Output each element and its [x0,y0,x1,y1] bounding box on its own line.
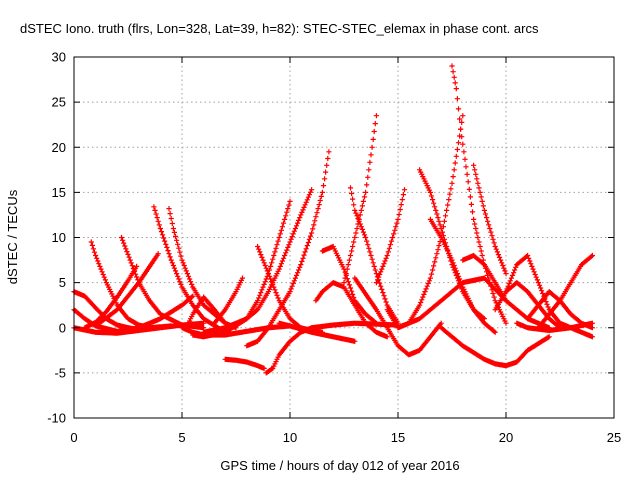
y-tick-label: -5 [54,365,66,380]
x-axis-label: GPS time / hours of day 012 of year 2016 [220,458,459,473]
y-tick-label: 20 [52,140,66,155]
grid-lines [74,57,614,418]
y-tick-label: 25 [52,95,66,110]
x-tick-label: 10 [283,430,297,445]
x-tick-label: 20 [499,430,513,445]
x-tick-label: 5 [178,430,185,445]
data-series-markers [373,187,408,286]
data-series [71,63,595,376]
y-axis-label: dSTEC / TECUs [5,189,20,284]
data-series-markers [471,162,509,277]
data-series-markers [276,320,358,344]
x-tick-label: 15 [391,430,405,445]
data-series-markers [438,325,552,369]
axis-ticks: 0 5 10 15 20 25 -10 -5 0 5 10 15 20 25 30 [47,50,621,446]
data-series-markers [211,275,246,326]
data-series-markers [514,320,595,334]
y-tick-label: 30 [52,50,66,65]
x-tick-label: 25 [607,430,621,445]
data-series-markers [244,149,332,349]
y-tick-label: -10 [47,411,66,426]
y-tick-label: 15 [52,185,66,200]
data-series-markers [535,252,595,331]
x-tick-label: 0 [70,430,77,445]
data-series-markers [460,252,509,304]
data-series-markers [313,280,390,340]
y-tick-label: 0 [59,320,66,335]
chart-title: dSTEC Iono. truth (flrs, Lon=328, Lat=39… [20,21,539,36]
data-series-markers [82,263,140,331]
y-tick-label: 5 [59,275,66,290]
data-series-markers [492,280,563,331]
y-tick-label: 10 [52,230,66,245]
data-series-markers [222,356,267,371]
data-series-markers [201,187,315,335]
data-series-markers [352,275,444,358]
data-series-markers [449,63,509,326]
data-series-markers [93,251,161,329]
data-series-markers [417,167,487,322]
data-series-markers [427,216,498,335]
